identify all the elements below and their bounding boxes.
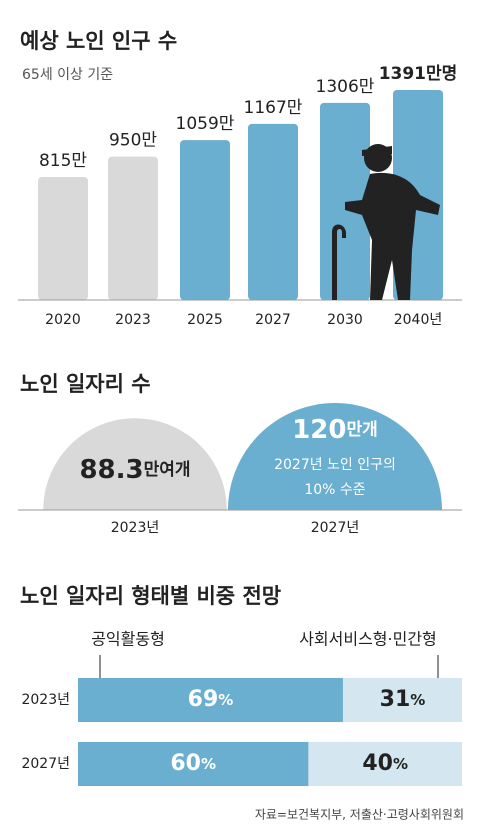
bar-segment (78, 742, 309, 786)
value-label: 40% (362, 751, 408, 776)
value-label: 69% (188, 687, 234, 712)
chart-title: 예상 노인 인구 수 (20, 29, 177, 53)
value-label: 950만 (109, 131, 157, 151)
x-tick-label: 2023 (115, 312, 151, 328)
value-label: 88.3만여개 (79, 455, 190, 485)
value-label: 1306만 (316, 77, 375, 97)
source: 자료=보건복지부, 저출산·고령사회위원회 (255, 808, 464, 822)
annotation: 2027년 노인 인구의 (274, 457, 396, 473)
x-tick-label: 2040년 (394, 312, 443, 328)
value-label: 815만 (39, 151, 87, 171)
share-bars: 공익활동형 사회서비스형·민간형 2023년 69% 31% 2027년 60% 40% (21, 630, 462, 786)
value-label: 1167만 (244, 98, 303, 118)
x-tick-label: 2020 (45, 312, 81, 328)
chart-title: 노인 일자리 수 (20, 372, 151, 396)
value-label: 1391만명 (379, 64, 458, 84)
bar-segment (308, 742, 462, 786)
jobs-semicircles: 2023년 88.3만여개 2027년 120만개 2027년 노인 인구의 10% 수준 (18, 403, 462, 536)
chart-title: 노인 일자리 형태별 비중 전망 (20, 584, 281, 608)
legend-label: 사회서비스형·민간형 (299, 630, 437, 649)
bar (180, 140, 230, 300)
x-label: 2027년 (311, 520, 360, 536)
bar-segment (342, 678, 462, 722)
x-tick-label: 2025 (187, 312, 223, 328)
bar-segment (78, 678, 343, 722)
bar (248, 123, 298, 300)
chart-subtitle: 65세 이상 기준 (22, 67, 113, 83)
legend-label: 공익활동형 (91, 630, 165, 649)
y-tick-label: 2023년 (21, 692, 70, 708)
x-tick-label: 2030 (327, 312, 363, 328)
value-label: 60% (170, 751, 216, 776)
bar (38, 176, 88, 300)
elderly-figure (332, 144, 440, 300)
semicircle (228, 403, 442, 510)
y-tick-label: 2027년 (21, 756, 70, 772)
semicircle (43, 418, 227, 510)
bar (108, 156, 158, 300)
value-label: 31% (380, 687, 426, 712)
value-label: 1059만 (176, 114, 235, 134)
x-label: 2023년 (111, 520, 160, 536)
annotation: 10% 수준 (304, 482, 365, 498)
value-label: 120만개 (292, 415, 378, 445)
x-tick-label: 2027 (255, 312, 291, 328)
